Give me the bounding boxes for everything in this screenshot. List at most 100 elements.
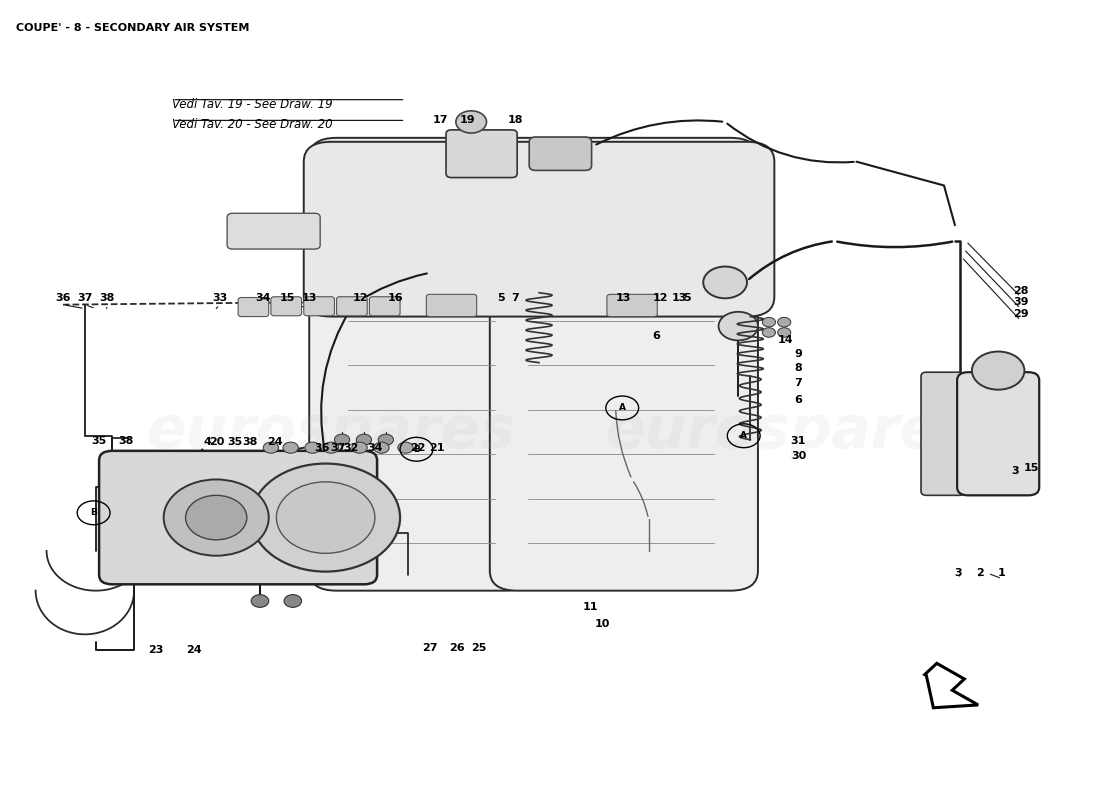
Text: 22: 22 (410, 442, 426, 453)
Text: 17: 17 (432, 115, 449, 126)
Text: 38: 38 (242, 437, 257, 447)
Text: 34: 34 (255, 294, 271, 303)
Text: Vedi Tav. 19 - See Draw. 19: Vedi Tav. 19 - See Draw. 19 (173, 98, 333, 111)
Circle shape (284, 594, 301, 607)
Text: 32: 32 (343, 442, 359, 453)
Circle shape (374, 442, 389, 454)
Text: Vedi Tav. 20 - See Draw. 20: Vedi Tav. 20 - See Draw. 20 (173, 118, 333, 131)
FancyBboxPatch shape (370, 297, 400, 316)
Text: 36: 36 (55, 294, 70, 303)
FancyBboxPatch shape (304, 142, 774, 317)
Circle shape (398, 442, 414, 454)
Text: 24: 24 (267, 437, 283, 447)
Text: A: A (740, 431, 747, 440)
Circle shape (972, 351, 1024, 390)
Circle shape (251, 463, 400, 571)
Circle shape (283, 442, 298, 454)
Circle shape (762, 328, 776, 338)
Text: 34: 34 (367, 442, 383, 453)
Text: B: B (90, 508, 97, 518)
Text: B: B (412, 445, 420, 454)
FancyBboxPatch shape (304, 297, 334, 316)
FancyBboxPatch shape (99, 451, 377, 584)
Text: 30: 30 (791, 450, 806, 461)
Circle shape (778, 328, 791, 338)
Text: 6: 6 (652, 331, 660, 342)
Text: 4: 4 (204, 437, 211, 447)
FancyBboxPatch shape (607, 294, 658, 317)
FancyBboxPatch shape (227, 214, 320, 249)
Text: 9: 9 (794, 349, 802, 359)
Text: 3: 3 (955, 568, 962, 578)
Text: 29: 29 (1013, 309, 1028, 319)
Text: 13: 13 (301, 294, 317, 303)
Text: 37: 37 (77, 294, 92, 303)
Text: 13: 13 (671, 294, 686, 303)
Circle shape (378, 434, 394, 446)
FancyBboxPatch shape (921, 372, 965, 495)
Text: 27: 27 (422, 643, 438, 653)
FancyBboxPatch shape (490, 138, 758, 590)
Text: 36: 36 (315, 442, 330, 453)
Text: 25: 25 (471, 643, 486, 653)
Text: 26: 26 (449, 643, 465, 653)
FancyBboxPatch shape (529, 137, 592, 170)
Circle shape (323, 442, 339, 454)
Text: 23: 23 (148, 646, 164, 655)
Text: 5: 5 (497, 294, 505, 303)
Text: 38: 38 (99, 294, 114, 303)
FancyBboxPatch shape (957, 372, 1040, 495)
Text: 35: 35 (91, 436, 107, 446)
Text: 21: 21 (429, 442, 446, 453)
Text: COUPE' - 8 - SECONDARY AIR SYSTEM: COUPE' - 8 - SECONDARY AIR SYSTEM (15, 22, 250, 33)
Text: 37: 37 (330, 442, 345, 453)
Text: 31: 31 (791, 436, 806, 446)
Text: 15: 15 (1024, 462, 1040, 473)
Text: 12: 12 (353, 294, 369, 303)
Text: 6: 6 (794, 395, 802, 405)
Text: A: A (618, 403, 626, 413)
Text: 38: 38 (119, 436, 134, 446)
Circle shape (762, 318, 776, 327)
Text: 11: 11 (583, 602, 598, 611)
Text: 5: 5 (683, 294, 691, 303)
Text: 24: 24 (187, 646, 202, 655)
Text: 39: 39 (1013, 298, 1028, 307)
Text: 1: 1 (998, 568, 1005, 578)
FancyBboxPatch shape (427, 294, 476, 317)
Circle shape (718, 312, 758, 341)
Text: 12: 12 (652, 294, 669, 303)
Text: 2: 2 (976, 568, 984, 578)
Circle shape (164, 479, 268, 556)
Circle shape (455, 111, 486, 133)
Text: 7: 7 (512, 294, 519, 303)
Text: 35: 35 (228, 437, 242, 447)
Text: 8: 8 (794, 363, 802, 374)
Text: 15: 15 (279, 294, 295, 303)
Text: 16: 16 (388, 294, 404, 303)
FancyBboxPatch shape (337, 297, 367, 316)
Text: eurospares: eurospares (146, 403, 516, 460)
Text: 10: 10 (595, 619, 610, 629)
Text: 19: 19 (460, 115, 475, 126)
FancyBboxPatch shape (238, 298, 268, 317)
Circle shape (251, 594, 268, 607)
Circle shape (356, 434, 372, 446)
Text: eurospares: eurospares (606, 403, 976, 460)
Circle shape (703, 266, 747, 298)
FancyBboxPatch shape (309, 138, 534, 590)
Text: 13: 13 (616, 294, 631, 303)
Polygon shape (925, 663, 978, 708)
Circle shape (778, 318, 791, 327)
Text: 20: 20 (210, 437, 225, 447)
Circle shape (276, 482, 375, 554)
Circle shape (305, 442, 320, 454)
Text: 28: 28 (1013, 286, 1028, 296)
Text: 3: 3 (1011, 466, 1019, 477)
Text: 7: 7 (794, 378, 802, 387)
Text: 33: 33 (212, 294, 227, 303)
Circle shape (263, 442, 278, 454)
FancyBboxPatch shape (271, 297, 301, 316)
Text: 18: 18 (507, 115, 522, 126)
Text: 14: 14 (778, 335, 793, 346)
